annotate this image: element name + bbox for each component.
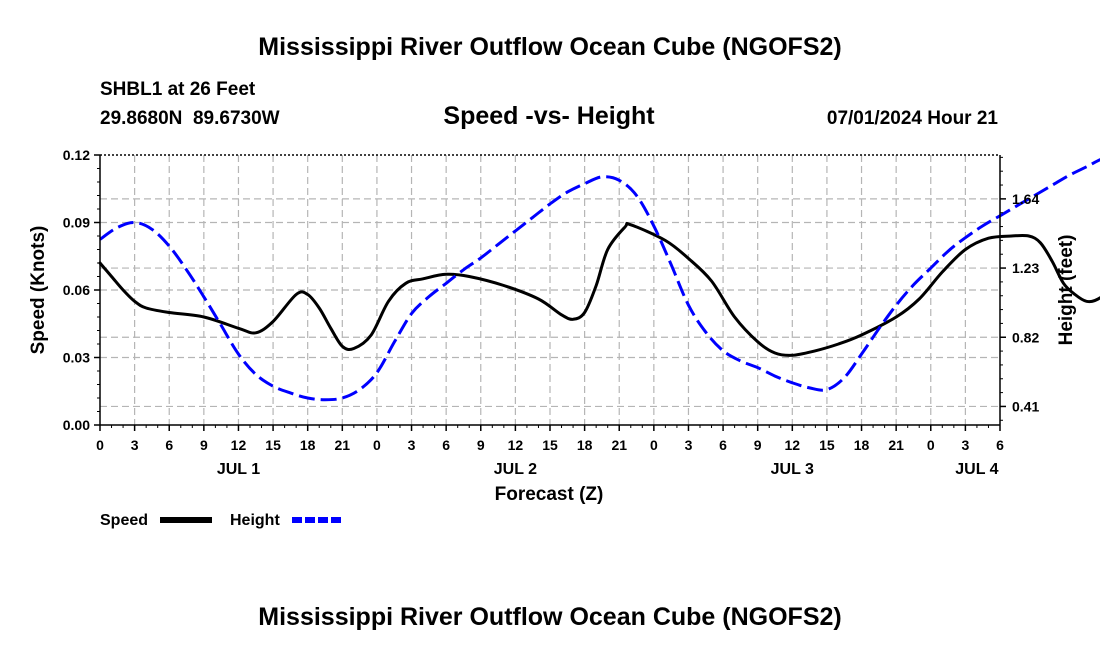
x-date-labels: JUL 1 JUL 2 JUL 3 JUL 4	[217, 461, 999, 478]
legend-label-height: Height	[230, 512, 280, 529]
x-tick-label: 6	[996, 437, 1004, 453]
y-tick-label-right: 0.82	[1012, 329, 1039, 345]
grid-lines	[100, 155, 1000, 425]
y-tick-label-left: 0.00	[63, 417, 90, 433]
coordinates-label: 29.8680N 89.6730W	[100, 108, 280, 129]
legend: Speed Height	[100, 512, 342, 529]
x-tick-label: 9	[754, 437, 762, 453]
x-tick-label: 0	[96, 437, 104, 453]
y-tick-label-right: 1.64	[1012, 191, 1039, 207]
x-tick-label: 3	[685, 437, 693, 453]
x-tick-label: 6	[442, 437, 450, 453]
y-tick-label-left: 0.06	[63, 282, 90, 298]
y-tick-label-left: 0.09	[63, 215, 90, 231]
x-tick-label: 15	[819, 437, 835, 453]
legend-label-speed: Speed	[100, 512, 148, 529]
x-tick-label: 12	[231, 437, 247, 453]
x-tick-label: 15	[542, 437, 558, 453]
x-tick-label: 18	[300, 437, 316, 453]
station-label: SHBL1 at 26 Feet	[100, 79, 256, 100]
right-axis: 0.41 0.82 1.23 1.64	[1000, 156, 1039, 421]
x-tick-label: 0	[927, 437, 935, 453]
x-tick-label: 12	[508, 437, 524, 453]
x-tick-label: 12	[785, 437, 801, 453]
x-date-label: JUL 3	[771, 461, 814, 478]
data-series	[98, 158, 1100, 402]
x-tick-label: 15	[265, 437, 281, 453]
x-tick-label: 9	[477, 437, 485, 453]
y-tick-label-right: 1.23	[1012, 260, 1039, 276]
left-axis: 0.00 0.03 0.06 0.09 0.12	[63, 147, 100, 433]
x-tick-label: 0	[373, 437, 381, 453]
y-tick-label-left: 0.03	[63, 350, 90, 366]
x-date-label: JUL 4	[955, 461, 998, 478]
page-title: Mississippi River Outflow Ocean Cube (NG…	[258, 33, 841, 61]
x-tick-label: 6	[719, 437, 727, 453]
x-axis: 0 3 6 9 12 15 18 21 0 3 6 9 12 15 18 21 0 3 6 9 12 15 18 21 0 3 6	[96, 425, 1004, 453]
series-line-height	[99, 158, 1100, 402]
x-date-label: JUL 2	[494, 461, 537, 478]
x-tick-label: 18	[577, 437, 593, 453]
x-tick-label: 3	[131, 437, 139, 453]
x-axis-label: Forecast (Z)	[495, 484, 604, 505]
y-tick-label-right: 0.41	[1012, 398, 1039, 414]
x-tick-label: 21	[888, 437, 904, 453]
x-tick-label: 9	[200, 437, 208, 453]
x-tick-label: 21	[335, 437, 351, 453]
x-tick-label: 3	[408, 437, 416, 453]
series-line-speed	[98, 221, 1100, 357]
x-tick-label: 18	[854, 437, 870, 453]
x-tick-label: 3	[961, 437, 969, 453]
y-axis-label-left: Speed (Knots)	[28, 226, 49, 355]
x-tick-label: 21	[611, 437, 627, 453]
y-axis-label-right: Height (feet)	[1056, 235, 1077, 346]
bottom-title: Mississippi River Outflow Ocean Cube (NG…	[258, 603, 841, 631]
x-tick-label: 6	[165, 437, 173, 453]
chart-title: Speed -vs- Height	[443, 102, 655, 130]
x-date-label: JUL 1	[217, 461, 260, 478]
x-tick-label: 0	[650, 437, 658, 453]
forecast-datetime: 07/01/2024 Hour 21	[827, 108, 999, 129]
y-tick-label-left: 0.12	[63, 147, 90, 163]
